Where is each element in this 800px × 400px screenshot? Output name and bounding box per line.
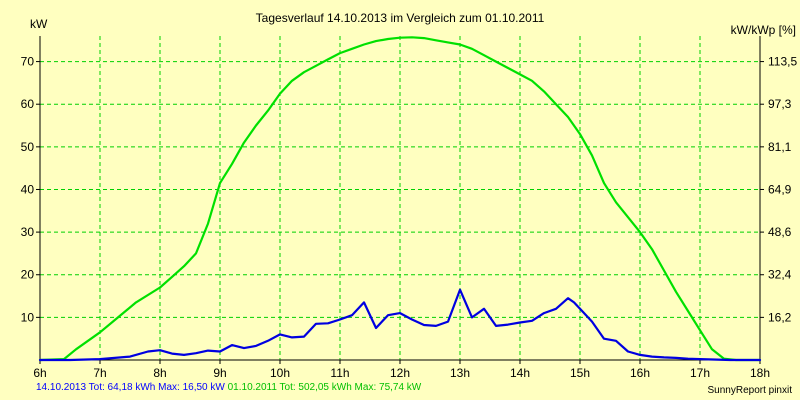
- axes: [36, 36, 764, 364]
- x-tick-label: 8h: [153, 366, 166, 380]
- footer-series-2011: 01.10.2011 Tot: 502,05 kWh Max: 75,74 kW: [227, 382, 422, 393]
- x-tick-label: 15h: [570, 366, 590, 380]
- y-tick-label-right: 16,2: [768, 310, 792, 324]
- y-tick-label-left: 40: [21, 182, 35, 196]
- x-tick-label: 9h: [213, 366, 226, 380]
- x-tick-label: 17h: [690, 366, 710, 380]
- series: [38, 36, 762, 362]
- x-tick-label: 18h: [750, 366, 770, 380]
- y-tick-label-right: 32,4: [768, 268, 792, 282]
- y-tick-label-right: 64,9: [768, 182, 792, 196]
- y-tick-label-left: 30: [21, 225, 35, 239]
- grid: [40, 36, 760, 360]
- y-tick-label-left: 50: [21, 140, 35, 154]
- chart-footer: 14.10.2013 Tot: 64,18 kWh Max: 16,50 kW …: [36, 382, 421, 393]
- chart-title: Tagesverlauf 14.10.2013 im Vergleich zum…: [256, 11, 545, 25]
- y-tick-label-right: 81,1: [768, 140, 792, 154]
- y-axis-label-left: kW: [30, 17, 48, 31]
- x-tick-label: 7h: [93, 366, 106, 380]
- y-tick-label-left: 70: [21, 55, 35, 69]
- y-tick-label-left: 60: [21, 97, 35, 111]
- x-tick-label: 14h: [510, 366, 530, 380]
- y-tick-label-left: 10: [21, 310, 35, 324]
- y-axis-label-right: kW/kWp [%]: [731, 23, 796, 37]
- x-tick-label: 16h: [630, 366, 650, 380]
- tick-labels: 6h 7h 8h 9h 10h 11h 12h 13h 14h 15h 16h 17h 18h 10 20 3…: [21, 55, 798, 380]
- credit-text: SunnyReport pinxit: [707, 385, 793, 396]
- y-tick-label-right: 97,3: [768, 97, 792, 111]
- x-tick-label: 12h: [390, 366, 410, 380]
- x-tick-label: 10h: [270, 366, 290, 380]
- y-tick-label-right: 48,6: [768, 225, 792, 239]
- series-line-01.10.2011: [38, 36, 762, 362]
- y-tick-label-left: 20: [21, 268, 35, 282]
- x-tick-label: 11h: [330, 366, 349, 380]
- series-line-14.10.2013: [38, 288, 762, 362]
- x-tick-label: 6h: [33, 366, 46, 380]
- y-tick-label-right: 113,5: [768, 55, 797, 69]
- footer-series-2013: 14.10.2013 Tot: 64,18 kWh Max: 16,50 kW: [36, 382, 225, 393]
- x-tick-label: 13h: [450, 366, 470, 380]
